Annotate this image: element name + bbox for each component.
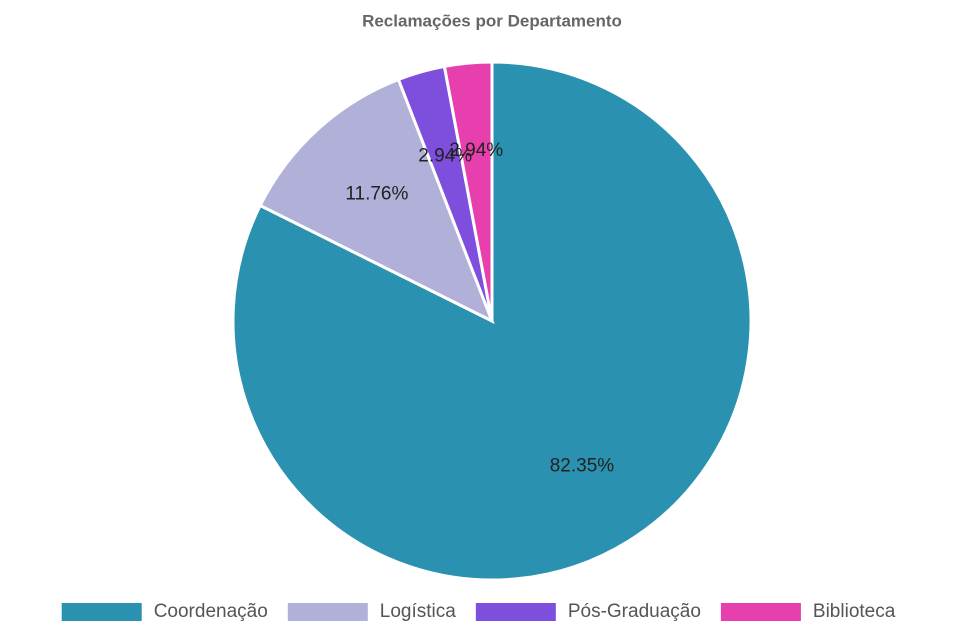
legend-label: Logística [380,601,456,622]
pie-slice [231,60,753,582]
legend-label: Biblioteca [813,601,896,622]
value-label: 2.94% [449,140,503,161]
legend-swatch [287,603,368,621]
legend-label: Pós-Graduação [568,601,701,622]
legend-swatch [720,603,801,621]
value-label: 82.35% [550,455,615,476]
pie-slice [258,77,495,325]
pie-slice [442,60,494,322]
value-label: 11.76% [345,184,408,205]
legend: Coordenação Logística Pós-Graduação Bibliot… [61,601,896,622]
legend-label: Coordenação [154,601,268,622]
legend-swatch [61,603,142,621]
value-label: 2.94% [418,146,472,167]
chart-title: Reclamações por Departamento [362,11,622,30]
legend-swatch [475,603,556,621]
